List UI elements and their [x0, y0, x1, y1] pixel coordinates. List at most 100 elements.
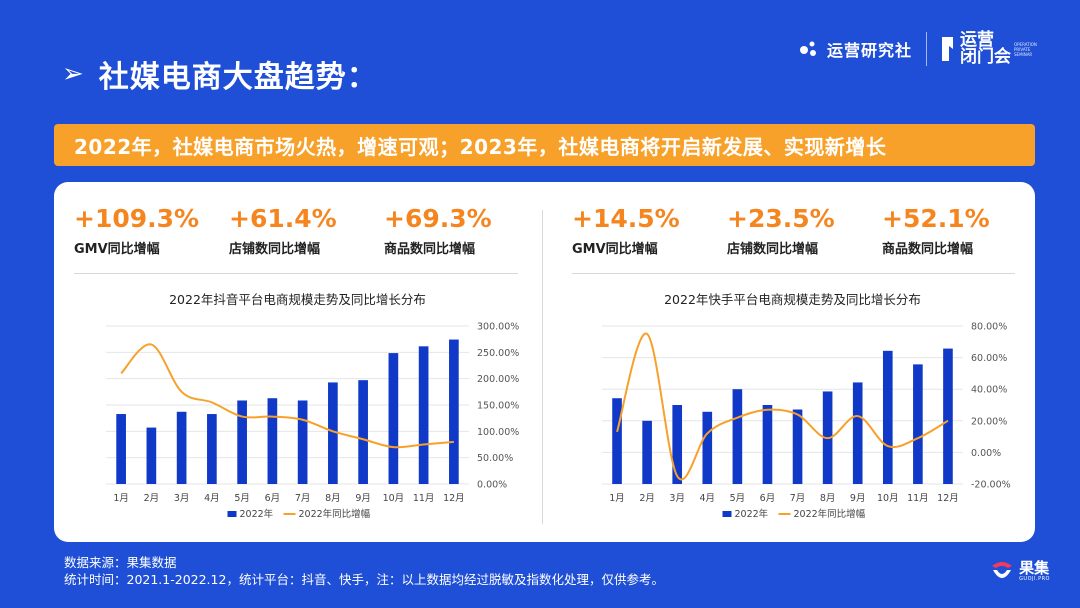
bar [943, 348, 953, 484]
y-tick-label: 150.00% [477, 401, 519, 412]
legend-bar-label: 2022年 [735, 508, 769, 520]
bar [913, 364, 923, 484]
x-tick-label: 12月 [443, 493, 465, 504]
bar [762, 405, 773, 484]
growth-line [120, 343, 454, 449]
bar [207, 414, 217, 484]
y-tick-label: 300.00% [477, 322, 519, 333]
bar [792, 409, 803, 484]
stat-label: GMV同比增幅 [74, 242, 160, 257]
x-tick-label: 3月 [174, 493, 190, 504]
stat-value: +23.5% [727, 204, 835, 233]
stat-label: 店铺数同比增幅 [727, 242, 819, 257]
x-tick-label: 4月 [204, 493, 220, 504]
y-tick-label: 50.00% [477, 453, 513, 464]
x-tick-label: 2月 [144, 493, 160, 504]
x-tick-label: 7月 [295, 493, 311, 504]
bar [672, 405, 683, 484]
x-tick-label: 8月 [820, 493, 836, 504]
legend-line-label: 2022年同比增幅 [794, 508, 866, 520]
legend-bar-swatch [227, 511, 237, 517]
x-tick-label: 5月 [730, 493, 746, 504]
growth-line [616, 332, 949, 481]
x-tick-label: 1月 [609, 493, 625, 504]
bookmark-logo-icon [942, 37, 953, 61]
bimenhui-text-top: 运营 [960, 30, 994, 50]
stat-label: 商品数同比增幅 [882, 242, 974, 257]
brand-separator [926, 32, 927, 66]
bar [146, 427, 157, 484]
y-tick-label: 60.00% [971, 353, 1007, 364]
y-tick-label: 0.00% [477, 480, 507, 491]
bar [328, 382, 338, 484]
left-stats: +109.3% GMV同比增幅 +61.4% 店铺数同比增幅 +69.3% 商品… [74, 204, 539, 257]
right-stats: +14.5% GMV同比增幅 +23.5% 店铺数同比增幅 +52.1% 商品数… [572, 204, 1037, 257]
y-tick-label: -20.00% [971, 480, 1011, 491]
x-tick-label: 3月 [669, 493, 685, 504]
page-title-text: 社媒电商大盘趋势： [98, 60, 378, 95]
stat-label: 店铺数同比增幅 [229, 242, 321, 257]
yunying-logo-text: 运营研究社 [826, 41, 912, 60]
y-tick-label: 80.00% [971, 322, 1007, 333]
bar [882, 350, 893, 484]
bar [449, 339, 459, 484]
right-stats-underline [572, 273, 1015, 274]
bar [176, 411, 187, 484]
bar [702, 411, 713, 484]
stat-products: +69.3% 商品数同比增幅 [384, 204, 539, 257]
stat-value: +109.3% [74, 204, 200, 233]
stat-stores: +23.5% 店铺数同比增幅 [727, 204, 882, 257]
bimenhui-subtext: OPERATION PRIVATE SEMINAR [1014, 41, 1037, 57]
stat-label: 商品数同比增幅 [384, 242, 476, 257]
bar [297, 400, 308, 484]
guoji-logo: 果集 GUOJI.PRO [990, 560, 1050, 582]
page-title: ➢ 社媒电商大盘趋势： [62, 52, 378, 96]
stat-gmv: +109.3% GMV同比增幅 [74, 204, 229, 257]
bar [732, 389, 743, 484]
yunying-logo: 运营研究社 [799, 37, 912, 61]
bar [612, 398, 622, 484]
y-tick-label: 200.00% [477, 374, 519, 385]
x-tick-label: 4月 [700, 493, 716, 504]
stat-value: +52.1% [882, 204, 990, 233]
x-tick-label: 6月 [760, 493, 776, 504]
stat-value: +14.5% [572, 204, 680, 233]
y-tick-label: 40.00% [971, 385, 1007, 396]
stat-label: GMV同比增幅 [572, 242, 658, 257]
dots-logo-icon [799, 41, 816, 56]
x-tick-label: 10月 [877, 493, 899, 504]
kuaishou-chart: 2022年快手平台电商规模走势及同比增长分布 80.00% 60.00% 40.00%… [602, 292, 1011, 520]
bar [237, 400, 247, 484]
x-tick-label: 8月 [325, 493, 341, 504]
stat-gmv: +14.5% GMV同比增幅 [572, 204, 727, 257]
stat-period-note: 统计时间：2021.1-2022.12，统计平台：抖音、快手，注：以上数据均经过… [64, 572, 664, 587]
content-card: +109.3% GMV同比增幅 +61.4% 店铺数同比增幅 +69.3% 商品… [54, 182, 1035, 542]
left-stats-underline [74, 273, 518, 274]
legend-line-label: 2022年同比增幅 [299, 508, 371, 520]
x-tick-label: 1月 [113, 493, 129, 504]
brand-logos: 运营研究社 运营 闭门会 OPERATION PRIVATE SEMINAR [799, 30, 1048, 68]
bar [267, 398, 278, 484]
x-tick-label: 2月 [639, 493, 655, 504]
arrow-icon: ➢ [62, 59, 85, 89]
guoji-logo-icon [992, 562, 1013, 578]
x-tick-label: 7月 [790, 493, 806, 504]
stat-value: +69.3% [384, 204, 492, 233]
legend-bar-swatch [722, 511, 732, 517]
bar [418, 346, 429, 484]
x-tick-label: 9月 [355, 493, 371, 504]
footer-notes: 数据来源：果集数据 统计时间：2021.1-2022.12，统计平台：抖音、快手… [64, 554, 664, 588]
y-tick-label: 250.00% [477, 348, 519, 359]
x-tick-label: 9月 [850, 493, 866, 504]
y-tick-label: 0.00% [971, 448, 1001, 459]
bar [388, 353, 399, 484]
x-tick-label: 5月 [234, 493, 250, 504]
chart-title: 2022年抖音平台电商规模走势及同比增长分布 [169, 292, 426, 307]
x-tick-label: 11月 [413, 493, 435, 504]
bimenhui-text-bottom: 闭门会 [960, 47, 1011, 67]
bimenhui-logo: 运营 闭门会 OPERATION PRIVATE SEMINAR [941, 32, 1048, 66]
guoji-logo-subtext: GUOJI.PRO [1019, 575, 1050, 582]
bar [358, 380, 368, 484]
bar [642, 420, 652, 484]
x-tick-label: 12月 [937, 493, 959, 504]
